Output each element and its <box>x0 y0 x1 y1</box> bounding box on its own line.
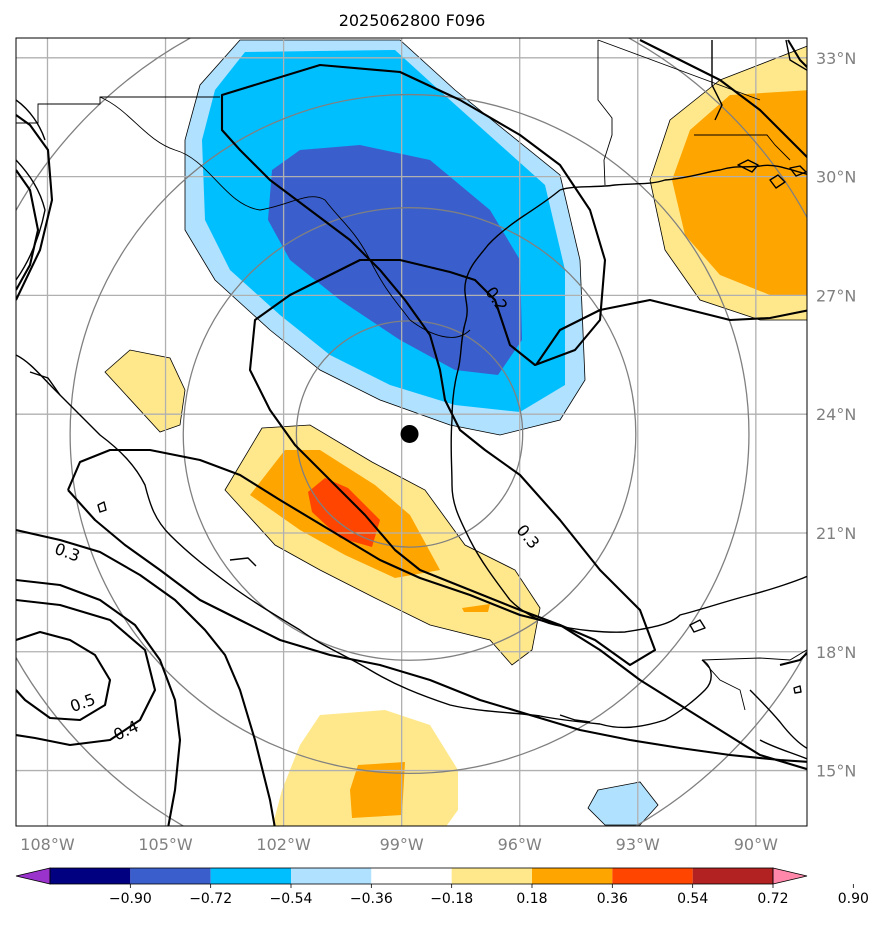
fill-orange <box>350 762 405 818</box>
colorbar-extend-low <box>15 867 51 885</box>
colorbar: −0.90 −0.72 −0.54 −0.36 −0.18 0.18 0.36 0.54 0.7… <box>15 867 869 907</box>
range-ring <box>69 93 750 775</box>
colorbar-extend-high <box>772 867 808 885</box>
map-panel: 0.20.30.30.50.4 <box>16 38 807 826</box>
colorbar-segment <box>130 868 211 884</box>
colorbar-tick-label: 0.36 <box>597 891 628 907</box>
longitude-tick-label: 108°W <box>20 835 75 854</box>
latitude-tick-label: 27°N <box>816 286 856 305</box>
colorbar-tick-label: 0.54 <box>677 891 708 907</box>
fill-light-blue <box>588 782 658 825</box>
latitude-tick-label: 15°N <box>816 762 856 781</box>
longitude-tick-label: 93°W <box>616 835 660 854</box>
colorbar-segment <box>451 868 532 884</box>
colorbar-tick-label: −0.72 <box>189 891 232 907</box>
colorbar-segment <box>291 868 372 884</box>
longitude-labels: 108°W 105°W 102°W 99°W 96°W 93°W 90°W <box>20 835 778 854</box>
colorbar-tick-label: 0.18 <box>516 891 547 907</box>
range-rings <box>16 38 807 826</box>
colorbar-tick-label: −0.18 <box>430 891 473 907</box>
range-ring <box>182 207 637 661</box>
anomaly-fill-layer <box>105 40 807 826</box>
fill-outline-layer <box>104 39 807 826</box>
longitude-tick-label: 105°W <box>138 835 193 854</box>
map-frame <box>15 37 808 827</box>
colorbar-segment <box>210 868 291 884</box>
longitude-tick-label: 90°W <box>734 835 778 854</box>
fill-orange <box>462 604 490 612</box>
longitude-tick-label: 99°W <box>380 835 424 854</box>
graticule <box>16 38 807 826</box>
colorbar-tick-label: 0.72 <box>757 891 788 907</box>
fill-red <box>308 478 380 547</box>
latitude-tick-label: 24°N <box>816 405 856 424</box>
fill-orange <box>672 90 807 295</box>
colorbar-tick-label: −0.90 <box>109 891 152 907</box>
colorbar-segment <box>50 868 131 884</box>
latitude-tick-label: 33°N <box>816 49 856 68</box>
colorbar-outline <box>49 867 774 885</box>
longitude-tick-label: 96°W <box>498 835 542 854</box>
contour-labels: 0.20.30.30.50.4 <box>52 283 543 744</box>
field-contours <box>16 39 807 826</box>
colorbar-tick-label: −0.54 <box>270 891 313 907</box>
colorbar-segment <box>612 868 693 884</box>
latitude-tick-label: 30°N <box>816 168 856 187</box>
storm-center-marker <box>400 424 419 443</box>
longitude-tick-label: 102°W <box>256 835 311 854</box>
latitude-tick-label: 18°N <box>816 643 856 662</box>
colorbar-tick-label: 0.90 <box>838 891 869 907</box>
map-title: 2025062800 F096 <box>339 11 486 30</box>
colorbar-segment <box>692 868 773 884</box>
latitude-tick-label: 21°N <box>816 524 856 543</box>
colorbar-segment <box>371 868 452 884</box>
range-ring <box>295 320 524 548</box>
latitude-labels: 33°N 30°N 27°N 24°N 21°N 18°N 15°N <box>816 49 856 781</box>
colorbar-tick-label: −0.36 <box>350 891 393 907</box>
colorbar-segment <box>532 868 613 884</box>
